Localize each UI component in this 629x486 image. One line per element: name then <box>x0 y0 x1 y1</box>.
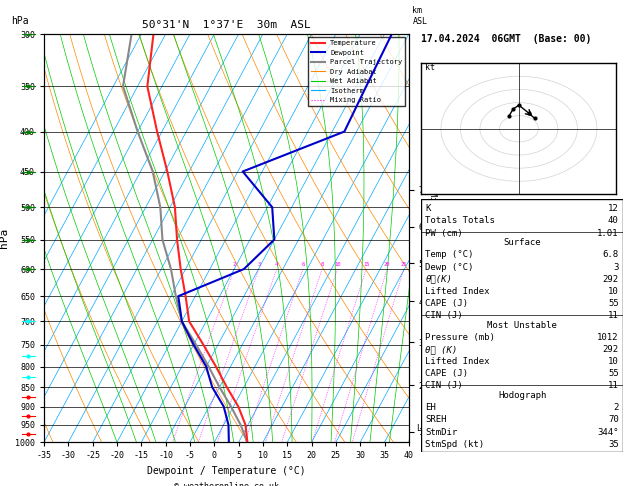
Text: 40: 40 <box>608 216 619 226</box>
Text: EH: EH <box>425 403 436 412</box>
Text: 292: 292 <box>603 345 619 354</box>
Text: 292: 292 <box>603 275 619 284</box>
Text: Lifted Index: Lifted Index <box>425 357 490 366</box>
Text: 15: 15 <box>363 262 369 267</box>
Text: Lifted Index: Lifted Index <box>425 287 490 296</box>
Text: 6.8: 6.8 <box>603 250 619 260</box>
Text: hPa: hPa <box>11 16 29 26</box>
Text: 1012: 1012 <box>597 333 619 342</box>
Y-axis label: hPa: hPa <box>0 228 9 248</box>
Text: 3: 3 <box>613 262 619 272</box>
Text: 55: 55 <box>608 299 619 308</box>
Text: 4: 4 <box>275 262 278 267</box>
Title: 50°31'N  1°37'E  30m  ASL: 50°31'N 1°37'E 30m ASL <box>142 20 311 31</box>
Text: CIN (J): CIN (J) <box>425 311 463 320</box>
Text: 55: 55 <box>608 369 619 378</box>
Text: StmDir: StmDir <box>425 428 458 436</box>
Text: CAPE (J): CAPE (J) <box>425 299 469 308</box>
Text: Most Unstable: Most Unstable <box>487 321 557 330</box>
FancyBboxPatch shape <box>421 199 623 452</box>
Text: Temp (°C): Temp (°C) <box>425 250 474 260</box>
Text: 8: 8 <box>321 262 324 267</box>
Text: 11: 11 <box>608 311 619 320</box>
Text: 10: 10 <box>334 262 341 267</box>
Text: 3: 3 <box>257 262 260 267</box>
Text: 12: 12 <box>608 204 619 213</box>
Text: km
ASL: km ASL <box>413 6 428 26</box>
Text: θᴇ(K): θᴇ(K) <box>425 275 452 284</box>
Text: Hodograph: Hodograph <box>498 391 546 400</box>
Text: SREH: SREH <box>425 416 447 424</box>
Text: 20: 20 <box>384 262 391 267</box>
Text: Dewp (°C): Dewp (°C) <box>425 262 474 272</box>
Text: 6: 6 <box>301 262 304 267</box>
Text: Surface: Surface <box>503 238 541 247</box>
Text: K: K <box>425 204 431 213</box>
Text: 35: 35 <box>608 440 619 449</box>
Text: Totals Totals: Totals Totals <box>425 216 495 226</box>
Text: 2: 2 <box>233 262 236 267</box>
Text: θᴇ (K): θᴇ (K) <box>425 345 458 354</box>
Text: 11: 11 <box>608 382 619 390</box>
Text: 25: 25 <box>401 262 407 267</box>
Text: © weatheronline.co.uk: © weatheronline.co.uk <box>174 482 279 486</box>
Legend: Temperature, Dewpoint, Parcel Trajectory, Dry Adiabat, Wet Adiabat, Isotherm, Mi: Temperature, Dewpoint, Parcel Trajectory… <box>308 37 405 106</box>
Text: PW (cm): PW (cm) <box>425 228 463 238</box>
Text: CAPE (J): CAPE (J) <box>425 369 469 378</box>
Text: LCL: LCL <box>416 424 431 433</box>
Text: kt: kt <box>425 63 435 72</box>
Text: 10: 10 <box>608 287 619 296</box>
Text: StmSpd (kt): StmSpd (kt) <box>425 440 484 449</box>
Text: 70: 70 <box>608 416 619 424</box>
X-axis label: Dewpoint / Temperature (°C): Dewpoint / Temperature (°C) <box>147 466 306 476</box>
Text: 344°: 344° <box>597 428 619 436</box>
Y-axis label: Mixing Ratio (g/kg): Mixing Ratio (g/kg) <box>428 191 437 286</box>
Text: Pressure (mb): Pressure (mb) <box>425 333 495 342</box>
Text: CIN (J): CIN (J) <box>425 382 463 390</box>
Text: 2: 2 <box>613 403 619 412</box>
Text: 1.01: 1.01 <box>597 228 619 238</box>
Text: 10: 10 <box>608 357 619 366</box>
Text: 17.04.2024  06GMT  (Base: 00): 17.04.2024 06GMT (Base: 00) <box>421 34 592 44</box>
